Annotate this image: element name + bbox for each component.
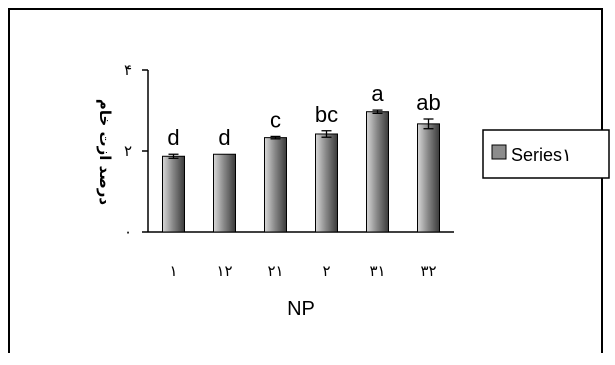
legend-swatch [491,144,507,160]
significance-letter: ab [416,90,440,115]
x-axis-title: NP [287,298,315,320]
bar-5 [366,111,389,233]
error-bar-1 [168,153,179,159]
x-tick-label: ٣٢ [420,262,436,280]
bar-6 [417,123,440,233]
bar-2 [213,153,236,233]
x-tick-label: ٣١ [369,262,385,280]
y-tick-label: ٠ [124,223,132,241]
legend-label: Series١ [511,145,572,165]
significance-letter: c [270,107,281,132]
error-bar-6 [423,118,434,130]
bar-3 [264,137,287,233]
bar-1 [162,155,185,233]
significance-letter: d [167,125,179,150]
error-bar-3 [270,135,281,140]
legend: Series١ [482,129,610,179]
significance-letter: bc [315,102,338,127]
y-tick-label: ۴ [124,61,132,79]
x-tick-label: ١ [169,262,177,280]
y-tick-label: ٢ [124,142,132,160]
x-tick-label: ٢١ [267,262,283,280]
significance-letter: a [371,81,384,106]
y-axis-title: درصد ازت خام [96,99,114,206]
bar-4 [315,133,338,233]
x-tick-label: ١٢ [216,262,232,280]
error-bar-4 [321,130,332,138]
chart-frame [8,8,603,353]
x-tick-label: ٢ [322,262,330,280]
significance-letter: d [218,125,230,150]
error-bar-5 [372,109,383,114]
